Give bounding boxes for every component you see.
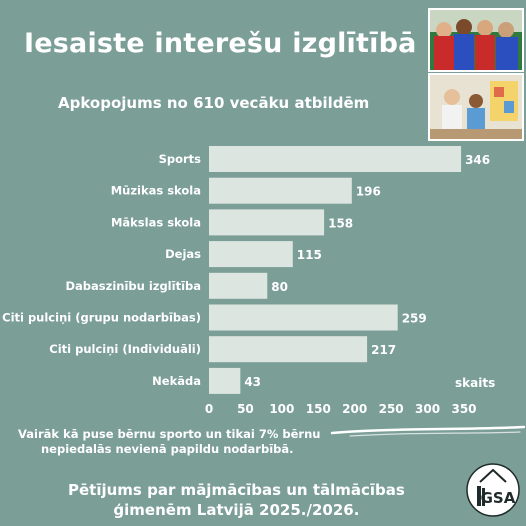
footer-line-1: Pētījums par mājmācības un tālmācības <box>68 481 405 499</box>
x-tick-6: 300 <box>415 402 440 416</box>
summary-note: Vairāk kā puse bērnu sporto un tikai 7% … <box>18 427 320 457</box>
category-label-7: Nekāda <box>152 374 201 388</box>
footer-line-2: ģimenēm Latvijā 2025./2026. <box>113 501 360 519</box>
x-tick-4: 200 <box>342 402 367 416</box>
category-label-1: Mūzikas skola <box>111 184 201 198</box>
summary-note-line-2: nepiedalās nevienā papildu nodarbībā. <box>41 442 294 456</box>
decorative-brush-line <box>330 425 526 437</box>
chart-subtitle: Apkopojums no 610 vecāku atbildēm <box>58 94 370 112</box>
value-label-2: 158 <box>328 216 353 230</box>
value-label-3: 115 <box>297 248 322 262</box>
x-tick-5: 250 <box>379 402 404 416</box>
painting-class-photo <box>428 73 524 141</box>
category-label-2: Mākslas skola <box>111 215 201 229</box>
study-footer: Pētījums par mājmācības un tālmācības ģi… <box>68 480 405 520</box>
bar-4 <box>209 272 268 299</box>
bar-0 <box>209 146 462 172</box>
category-label-0: Sports <box>159 152 202 166</box>
x-tick-7: 350 <box>451 402 476 416</box>
value-label-4: 80 <box>271 280 288 294</box>
logo-text: GSA <box>481 489 516 507</box>
bar-chart: Sports 346 Mūzikas skola 196 Mākslas skola 15… <box>2 146 495 416</box>
x-axis-label: skaits <box>455 376 495 390</box>
x-tick-2: 100 <box>269 402 294 416</box>
bar-7 <box>209 367 241 394</box>
category-label-6: Citi pulciņi (Individuāli) <box>49 342 201 356</box>
x-tick-3: 150 <box>306 402 331 416</box>
bar-5 <box>209 304 398 331</box>
value-label-0: 346 <box>465 153 490 167</box>
category-label-4: Dabaszinību izglītība <box>65 279 201 293</box>
bar-2 <box>209 209 325 236</box>
summary-note-line-1: Vairāk kā puse bērnu sporto un tikai 7% … <box>18 427 321 441</box>
gsa-logo: GSA <box>466 458 520 518</box>
value-label-1: 196 <box>356 185 381 199</box>
value-label-7: 43 <box>244 375 261 389</box>
value-label-5: 259 <box>402 312 427 326</box>
bar-3 <box>209 241 293 268</box>
page-title: Iesaiste interešu izglītībā <box>24 28 417 59</box>
value-label-6: 217 <box>371 343 396 357</box>
bar-6 <box>209 336 368 363</box>
category-label-5: Citi pulciņi (grupu nodarbības) <box>2 311 201 325</box>
x-tick-1: 50 <box>237 402 254 416</box>
x-tick-0: 0 <box>205 402 213 416</box>
football-team-photo <box>428 8 524 72</box>
bar-1 <box>209 177 352 204</box>
category-label-3: Dejas <box>165 247 201 261</box>
